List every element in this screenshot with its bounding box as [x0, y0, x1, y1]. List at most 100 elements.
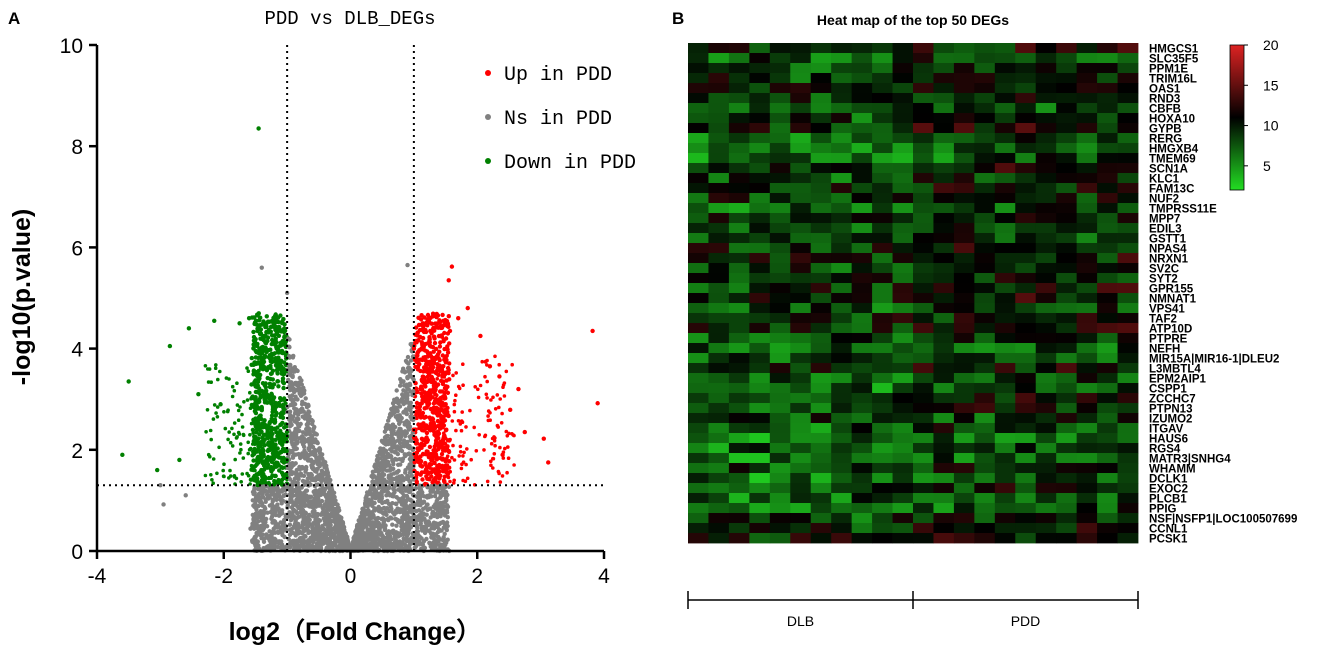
volcano-cloud-point: [420, 428, 425, 433]
heatmap-cell: [892, 113, 914, 124]
volcano-cloud-point: [386, 473, 392, 478]
heatmap-cell: [994, 53, 1016, 64]
volcano-cloud-point: [251, 503, 256, 508]
volcano-cloud-point: [299, 382, 304, 387]
heatmap-cell: [769, 53, 791, 64]
volcano-cloud-point: [478, 383, 483, 388]
heatmap-cell: [1117, 223, 1139, 234]
volcano-cloud-point: [493, 407, 498, 411]
heatmap-cell: [933, 233, 955, 244]
volcano-cloud-point: [268, 446, 274, 451]
volcano-cloud-point: [251, 372, 256, 377]
volcano-cloud-point: [254, 430, 259, 435]
volcano-cloud-point: [402, 537, 407, 542]
volcano-cloud-point: [444, 378, 449, 383]
volcano-cloud-point: [419, 443, 425, 448]
volcano-cloud-point: [269, 333, 275, 338]
heatmap-cell: [810, 153, 832, 164]
volcano-cloud-point: [307, 442, 312, 447]
volcano-cloud-point: [274, 346, 279, 351]
volcano-cloud-point: [338, 531, 343, 536]
heatmap-cell: [831, 223, 853, 234]
volcano-cloud-point: [428, 515, 433, 520]
heatmap-cell: [953, 213, 975, 224]
volcano-cloud-point: [261, 359, 267, 364]
volcano-cloud-point: [431, 349, 436, 354]
volcano-cloud-point: [373, 523, 379, 529]
volcano-cloud-point: [246, 440, 250, 445]
volcano-cloud-point: [397, 414, 402, 419]
volcano-cloud-point: [310, 509, 315, 514]
volcano-cloud-point: [404, 506, 409, 511]
volcano-cloud-point: [433, 538, 438, 543]
volcano-cloud-point: [486, 418, 491, 423]
volcano-cloud-point: [451, 443, 455, 448]
volcano-cloud-point: [250, 453, 255, 458]
volcano-point: [218, 402, 223, 407]
heatmap-cell: [1056, 113, 1078, 124]
heatmap-cell: [810, 143, 832, 154]
heatmap-cell: [688, 133, 709, 144]
volcano-cloud-point: [261, 471, 266, 476]
heatmap-cell: [994, 143, 1016, 154]
heatmap-cell: [851, 213, 873, 224]
volcano-point: [487, 364, 493, 369]
volcano-cloud-point: [277, 361, 283, 367]
heatmap-cell: [1097, 213, 1118, 224]
volcano-cloud-point: [422, 481, 428, 487]
volcano-cloud-point: [411, 346, 417, 351]
volcano-cloud-point: [433, 477, 438, 483]
volcano-cloud-point: [397, 421, 402, 426]
volcano-point: [167, 343, 173, 349]
volcano-cloud-point: [356, 528, 361, 533]
volcano-cloud-point: [401, 369, 407, 374]
volcano-cloud-point: [504, 429, 509, 434]
heatmap-title: Heat map of the top 50 DEGs: [817, 12, 1009, 28]
volcano-cloud-point: [435, 508, 440, 513]
volcano-cloud-point: [379, 516, 384, 522]
heatmap-cell: [892, 133, 914, 144]
volcano-cloud-point: [317, 460, 322, 465]
heatmap-cell: [790, 203, 812, 214]
heatmap-cell: [974, 153, 996, 164]
heatmap-cell: [974, 173, 996, 184]
heatmap-cell: [872, 103, 893, 114]
heatmap-cell: [1035, 133, 1057, 144]
volcano-cloud-point: [269, 401, 274, 406]
volcano-cloud-point: [426, 401, 432, 406]
volcano-cloud-point: [317, 530, 322, 535]
volcano-cloud-point: [418, 494, 423, 500]
volcano-cloud-point: [286, 544, 292, 549]
heatmap-cell: [994, 93, 1016, 104]
volcano-cloud-point: [232, 432, 236, 437]
volcano-cloud-point: [324, 508, 330, 513]
volcano-cloud-point: [209, 473, 213, 477]
volcano-cloud-point: [314, 476, 319, 481]
volcano-cloud-point: [480, 359, 485, 364]
heatmap-cell: [749, 233, 771, 244]
volcano-cloud-point: [325, 472, 330, 477]
volcano-cloud-point: [445, 456, 449, 461]
volcano-cloud-point: [394, 501, 399, 507]
volcano-cloud-point: [260, 480, 265, 485]
heatmap-cell: [810, 223, 832, 234]
heatmap-cell: [953, 73, 975, 84]
volcano-cloud-point: [386, 501, 391, 506]
heatmap-cell: [913, 123, 934, 134]
heatmap-cell: [851, 203, 873, 214]
heatmap-cell: [974, 43, 996, 54]
heatmap-cell: [892, 143, 914, 154]
volcano-cloud-point: [392, 406, 397, 411]
heatmap-cell: [810, 163, 832, 174]
volcano-cloud-point: [391, 428, 396, 433]
volcano-cloud-point: [394, 523, 399, 528]
volcano-cloud-point: [263, 488, 268, 493]
heatmap-cell: [933, 153, 955, 164]
volcano-cloud-point: [238, 451, 242, 455]
volcano-cloud-point: [265, 510, 270, 515]
volcano-cloud-point: [270, 368, 276, 373]
heatmap-cell: [769, 193, 791, 204]
heatmap-cell: [1056, 83, 1078, 94]
volcano-cloud-point: [324, 468, 330, 473]
